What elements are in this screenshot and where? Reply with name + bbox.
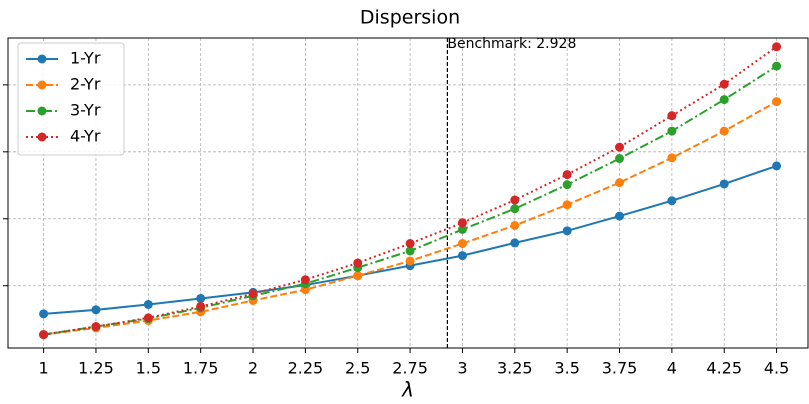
x-tick-label: 4 — [667, 359, 677, 378]
data-point — [196, 293, 206, 303]
legend-marker — [37, 106, 47, 116]
legend-marker — [37, 132, 47, 142]
x-tick-label: 2 — [248, 359, 258, 378]
data-point — [667, 153, 677, 163]
data-point — [510, 220, 520, 230]
data-point — [91, 305, 101, 315]
data-point — [772, 42, 782, 52]
x-tick-label: 3.25 — [497, 359, 533, 378]
x-tick-label: 2.75 — [392, 359, 428, 378]
data-point — [772, 97, 782, 107]
data-point — [405, 256, 415, 266]
data-point — [719, 95, 729, 105]
x-tick-label: 3.75 — [602, 359, 638, 378]
data-point — [667, 111, 677, 121]
data-point — [562, 180, 572, 190]
x-tick-label: 4.25 — [706, 359, 742, 378]
data-point — [615, 178, 625, 188]
data-point — [91, 322, 101, 332]
data-point — [143, 313, 153, 323]
data-point — [405, 239, 415, 249]
data-point — [39, 330, 49, 340]
legend-box — [17, 42, 125, 156]
data-point — [667, 126, 677, 136]
x-tick-label: 1 — [39, 359, 49, 378]
data-point — [719, 126, 729, 136]
x-tick-label: 1.75 — [183, 359, 219, 378]
data-point — [39, 309, 49, 319]
data-point — [510, 195, 520, 205]
data-point — [457, 224, 467, 234]
legend-label: 3-Yr — [70, 101, 101, 120]
x-tick-label: 2.25 — [288, 359, 324, 378]
plot-frame — [7, 37, 809, 349]
x-tick-label: 1.25 — [78, 359, 114, 378]
data-point — [615, 142, 625, 152]
data-point — [457, 239, 467, 249]
legend-label: 2-Yr — [70, 75, 101, 94]
benchmark-label: Benchmark: 2.928 — [447, 36, 576, 52]
data-point — [719, 179, 729, 189]
x-axis-label: λ — [401, 378, 414, 402]
data-point — [405, 246, 415, 256]
data-point — [196, 301, 206, 311]
x-tick-label: 1.5 — [136, 359, 161, 378]
data-point — [353, 271, 363, 281]
legend-label: 4-Yr — [70, 127, 101, 146]
data-point — [615, 211, 625, 221]
legend-marker — [37, 80, 47, 90]
data-point — [457, 251, 467, 261]
x-tick-label: 2.5 — [345, 359, 370, 378]
data-point — [457, 218, 467, 228]
x-tick-label: 3.5 — [554, 359, 579, 378]
data-point — [143, 299, 153, 309]
data-point — [510, 238, 520, 248]
data-point — [300, 275, 310, 285]
x-tick-label: 3 — [457, 359, 467, 378]
data-point — [248, 289, 258, 299]
data-point — [562, 170, 572, 180]
legend-label: 1-Yr — [70, 49, 101, 68]
data-point — [510, 204, 520, 214]
data-point — [562, 200, 572, 210]
data-point — [772, 61, 782, 71]
data-point — [562, 226, 572, 236]
data-point — [772, 161, 782, 171]
data-point — [719, 79, 729, 89]
chart-title: Dispersion — [360, 7, 460, 29]
x-tick-label: 4.5 — [764, 359, 789, 378]
data-point — [667, 196, 677, 206]
data-point — [615, 154, 625, 164]
legend-marker — [37, 54, 47, 64]
data-point — [353, 258, 363, 268]
